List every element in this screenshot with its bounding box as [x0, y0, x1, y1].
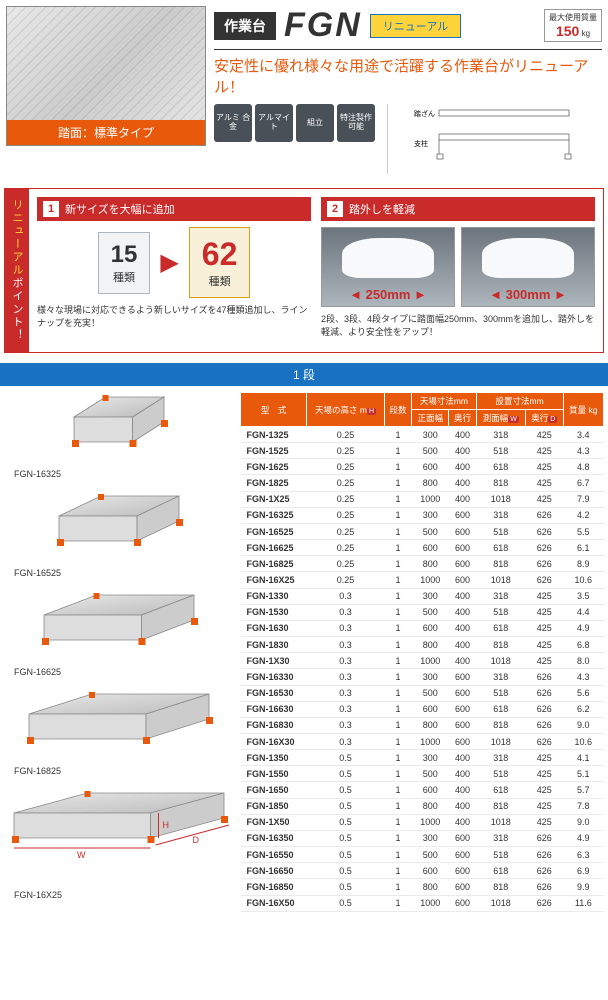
foot-image-250: ◄ 250mm ► [321, 227, 455, 307]
table-row: FGN-168500.518006008186269.9 [241, 879, 604, 895]
table-row: FGN-165300.315006005186265.6 [241, 685, 604, 701]
tread-label: 踏面：標準タイプ [7, 120, 205, 145]
th-height: 天場の高さ mH [307, 393, 385, 427]
load-label: 最大使用質量 [549, 12, 597, 23]
table-row: FGN-18500.518004008184257.8 [241, 798, 604, 814]
table-row: FGN-16X500.511000600101862611.6 [241, 895, 604, 911]
point-title: 新サイズを大幅に追加 [65, 201, 175, 217]
spec-table: 型 式 天場の高さ mH 段数 天場寸法mm 設置寸法mm 質量 kg 正面幅 … [240, 392, 604, 912]
product-label: FGN-16X25 [4, 890, 234, 900]
svg-text:H: H [163, 820, 170, 830]
foot-image-300: ◄ 300mm ► [461, 227, 595, 307]
category-badge: 作業台 [214, 12, 276, 40]
product-image: H W D [4, 788, 234, 888]
table-row: FGN-16X300.311000600101862610.6 [241, 733, 604, 749]
product-item: FGN-16525 [4, 491, 234, 578]
table-row: FGN-15300.315004005184254.4 [241, 604, 604, 620]
th-top-d: 奥行 [449, 410, 476, 427]
svg-text:支柱: 支柱 [414, 139, 428, 148]
product-item: FGN-16625 [4, 590, 234, 677]
icon-alumite: アルマイト [255, 104, 293, 142]
table-row: FGN-165500.515006005186266.3 [241, 847, 604, 863]
table-row: FGN-166250.2516006006186266.1 [241, 540, 604, 556]
table-row: FGN-16500.516004006184255.7 [241, 782, 604, 798]
th-inst-w: 測面幅W [476, 410, 525, 427]
table-row: FGN-166500.516006006186266.9 [241, 863, 604, 879]
arrow-icon: ▶ [160, 248, 178, 277]
th-top-w: 正面幅 [412, 410, 449, 427]
th-model: 型 式 [241, 393, 307, 427]
th-install: 設置寸法mm [476, 393, 563, 410]
table-row: FGN-168300.318006008186269.0 [241, 717, 604, 733]
renewal-point-2: 2 踏外しを軽減 ◄ 250mm ► ◄ 300mm ► 2段、3段、4段タイプ… [321, 197, 595, 344]
product-item: FGN-16325 [4, 392, 234, 479]
max-load-box: 最大使用質量 150 kg [544, 9, 602, 42]
point-title: 踏外しを軽減 [349, 201, 415, 217]
model-title: FGN [284, 6, 362, 45]
table-row: FGN-18300.318004008184256.8 [241, 637, 604, 653]
count-from: 15 種類 [98, 232, 151, 294]
product-item: H W D FGN-16X25 [4, 788, 234, 900]
product-item: FGN-16825 [4, 689, 234, 776]
table-row: FGN-166300.316006006186266.2 [241, 701, 604, 717]
point-text: 様々な現場に対応できるよう新しいサイズを47種類追加し、ラインナップを充実！ [37, 304, 311, 329]
table-row: FGN-15250.2515004005184254.3 [241, 443, 604, 459]
table-row: FGN-16250.2516004006184254.8 [241, 459, 604, 475]
renewal-points-box: リニューアルポイント！ 1 新サイズを大幅に追加 15 種類 ▶ 62 種類 様… [4, 188, 604, 353]
product-label: FGN-16325 [4, 469, 234, 479]
table-row: FGN-163500.513006003186264.9 [241, 830, 604, 846]
table-row: FGN-163250.2513006003186264.2 [241, 507, 604, 523]
icon-custom: 特注製作 可能 [337, 104, 375, 142]
foot-dim: ◄ 250mm ► [322, 287, 454, 302]
table-row: FGN-1X500.51100040010184259.0 [241, 814, 604, 830]
th-top: 天場寸法mm [412, 393, 476, 410]
product-image [4, 689, 234, 764]
dimension-diagram: 踏ざん 支柱 [387, 104, 602, 174]
product-images-column: FGN-16325 FGN-16525 [4, 392, 234, 912]
table-row: FGN-13300.313004003184253.5 [241, 588, 604, 604]
table-row: FGN-163300.313006003186264.3 [241, 669, 604, 685]
spec-icons: アルミ 合金 アルマイト 組立 特注製作 可能 [214, 104, 375, 142]
product-label: FGN-16625 [4, 667, 234, 677]
table-row: FGN-13500.513004003184254.1 [241, 750, 604, 766]
product-image [4, 392, 234, 467]
renewal-tag: リニューアル [370, 14, 461, 38]
icon-assembly: 組立 [296, 104, 334, 142]
table-row: FGN-18250.2518004008184256.7 [241, 475, 604, 491]
tagline: 安定性に優れ様々な用途で活躍する作業台がリニューアル！ [214, 56, 602, 98]
table-row: FGN-1X300.31100040010184258.0 [241, 653, 604, 669]
section-bar: 1 段 [0, 363, 608, 386]
point-text: 2段、3段、4段タイプに踏面幅250mm、300mmを追加し、踏外しを軽減、より… [321, 313, 595, 338]
product-image [4, 590, 234, 665]
table-row: FGN-13250.2513004003184253.4 [241, 427, 604, 443]
table-row: FGN-16X250.2511000600101862610.6 [241, 572, 604, 588]
th-steps: 段数 [384, 393, 411, 427]
svg-text:踏ざん: 踏ざん [414, 109, 435, 118]
renewal-vertical-tab: リニューアルポイント！ [5, 189, 29, 352]
th-weight: 質量 kg [563, 393, 603, 427]
product-label: FGN-16825 [4, 766, 234, 776]
point-number: 2 [327, 201, 343, 217]
foot-dim: ◄ 300mm ► [462, 287, 594, 302]
table-row: FGN-16300.316004006184254.9 [241, 620, 604, 636]
load-unit: kg [582, 29, 590, 38]
count-to: 62 種類 [189, 227, 251, 298]
product-image [4, 491, 234, 566]
point-number: 1 [43, 201, 59, 217]
table-row: FGN-165250.2515006005186265.5 [241, 523, 604, 539]
svg-text:D: D [193, 835, 200, 845]
load-value: 150 [556, 23, 579, 39]
table-row: FGN-1X250.251100040010184257.9 [241, 491, 604, 507]
icon-aluminum: アルミ 合金 [214, 104, 252, 142]
th-inst-d: 奥行D [525, 410, 563, 427]
product-label: FGN-16525 [4, 568, 234, 578]
tread-surface-image: 踏面：標準タイプ [6, 6, 206, 146]
table-row: FGN-168250.2518006008186268.9 [241, 556, 604, 572]
renewal-point-1: 1 新サイズを大幅に追加 15 種類 ▶ 62 種類 様々な現場に対応できるよう… [37, 197, 311, 344]
table-row: FGN-15500.515004005184255.1 [241, 766, 604, 782]
svg-text:W: W [77, 850, 86, 860]
